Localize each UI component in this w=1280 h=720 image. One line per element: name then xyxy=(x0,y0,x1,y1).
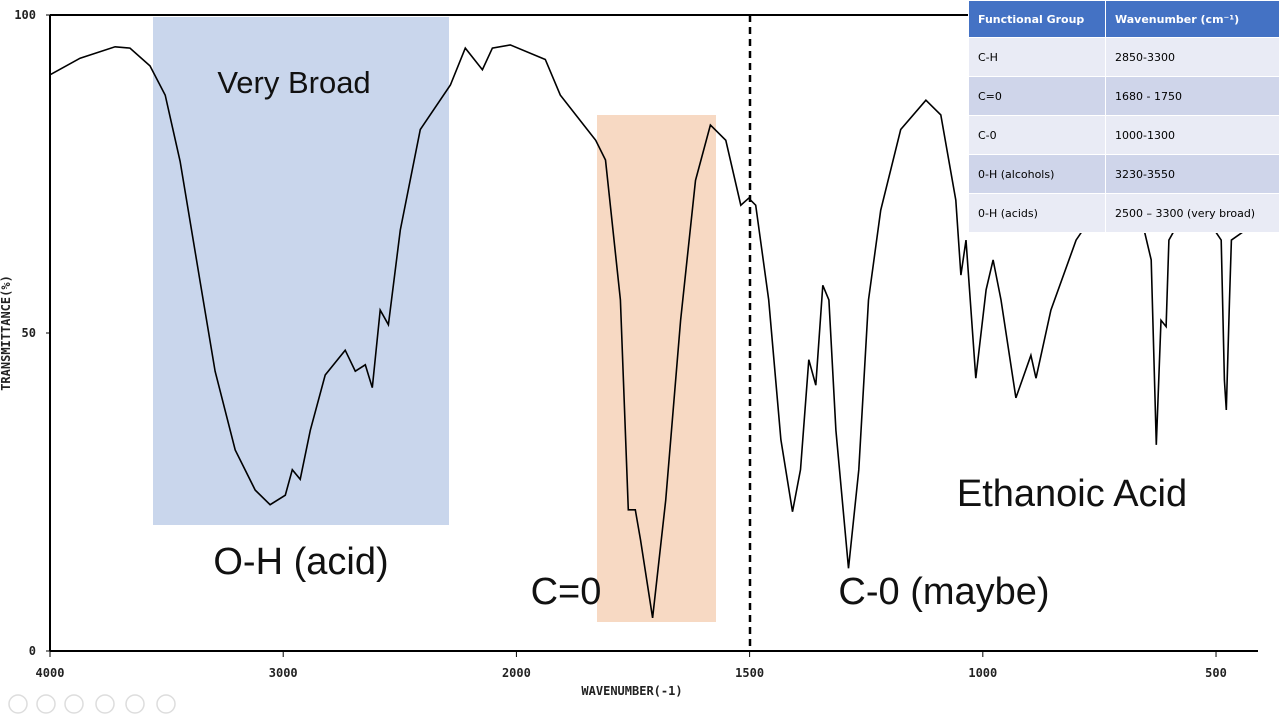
table-cell: C=0 xyxy=(967,76,1107,116)
annotation: O-H (acid) xyxy=(213,541,388,583)
table-row: C-H 2850-3300 xyxy=(967,37,1280,77)
table-cell: 1680 - 1750 xyxy=(1105,76,1280,116)
table-cell: 1000-1300 xyxy=(1105,115,1280,155)
axes: 0 50 100 4000 3000 2000 1500 1000 500 WAVENUMBER(… xyxy=(0,8,1258,698)
table-cell: 3230-3550 xyxy=(1105,154,1280,194)
toolbar-button[interactable] xyxy=(95,694,115,714)
x-tick-label: 2000 xyxy=(502,666,531,680)
x-tick-label: 1500 xyxy=(735,666,764,680)
x-tick-label: 1000 xyxy=(968,666,997,680)
table-cell: 0-H (alcohols) xyxy=(967,154,1107,194)
toolbar-button[interactable] xyxy=(64,694,84,714)
oh-region xyxy=(153,17,449,525)
co-region xyxy=(597,115,716,622)
annotation: C=0 xyxy=(531,571,602,613)
annotation: Very Broad xyxy=(217,65,370,100)
x-tick-label: 3000 xyxy=(269,666,298,680)
table-row: 0-H (alcohols) 3230-3550 xyxy=(967,154,1280,194)
toolbar-button[interactable] xyxy=(125,694,145,714)
header-cell: Wavenumber (cm⁻¹) xyxy=(1105,0,1280,38)
y-tick-label: 50 xyxy=(22,326,36,340)
toolbar-button[interactable] xyxy=(8,694,28,714)
y-axis-label: TRANSMITTANCE(%) xyxy=(0,275,13,391)
table-cell: C-0 xyxy=(967,115,1107,155)
y-tick-label: 0 xyxy=(29,644,36,658)
x-axis-label: WAVENUMBER(-1) xyxy=(581,684,682,698)
table-cell: 0-H (acids) xyxy=(967,193,1107,233)
table-cell: 2500 – 3300 (very broad) xyxy=(1105,193,1280,233)
table-header-row: Functional Group Wavenumber (cm⁻¹) xyxy=(967,0,1280,38)
functional-group-table: Functional Group Wavenumber (cm⁻¹) C-H 2850… xyxy=(967,0,1280,233)
table-row: C=0 1680 - 1750 xyxy=(967,76,1280,116)
toolbar[interactable] xyxy=(8,694,176,714)
annotation: Ethanoic Acid xyxy=(957,473,1187,515)
table-row: C-0 1000-1300 xyxy=(967,115,1280,155)
table-cell: 2850-3300 xyxy=(1105,37,1280,77)
table-row: 0-H (acids) 2500 – 3300 (very broad) xyxy=(967,193,1280,233)
table-cell: C-H xyxy=(967,37,1107,77)
x-tick-label: 500 xyxy=(1205,666,1227,680)
annotation: C-0 (maybe) xyxy=(838,571,1049,613)
toolbar-button[interactable] xyxy=(36,694,56,714)
y-tick-label: 100 xyxy=(14,8,36,22)
x-tick-label: 4000 xyxy=(36,666,65,680)
header-cell: Functional Group xyxy=(967,0,1107,38)
toolbar-button[interactable] xyxy=(156,694,176,714)
